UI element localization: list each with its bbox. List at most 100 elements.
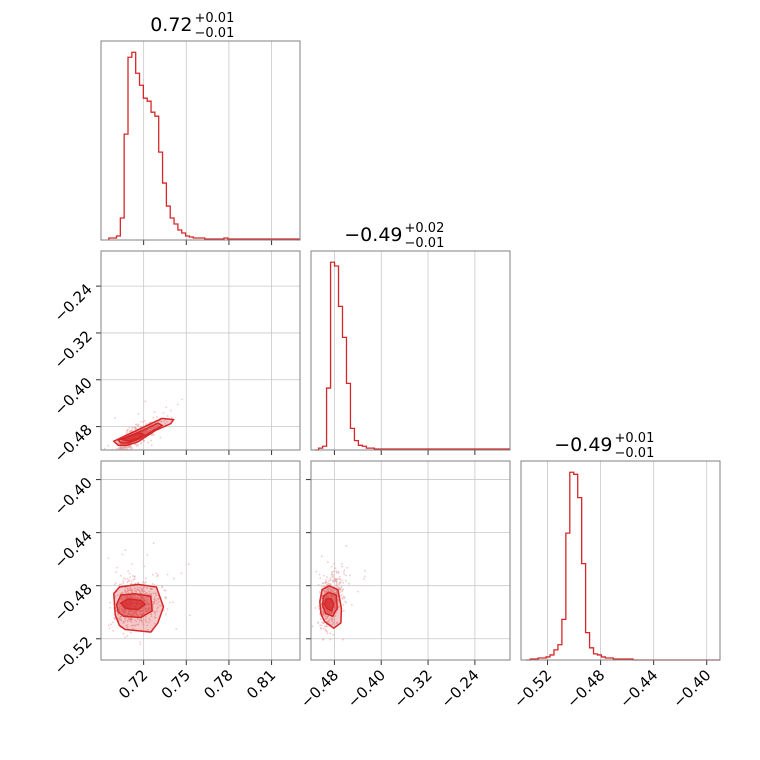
z-param-tick-label: −0.40 (669, 666, 714, 711)
scatter-point (149, 421, 152, 424)
scatter-point (126, 595, 129, 597)
scatter-point (117, 452, 119, 454)
scatter-point (153, 600, 156, 603)
scatter-point (137, 412, 140, 415)
y-tick-label: −0.48 (51, 421, 96, 466)
scatter-point (118, 442, 121, 445)
z-param-tick-label: −0.44 (616, 666, 661, 711)
scatter-point (152, 603, 155, 605)
z-tick-label: −0.40 (51, 474, 96, 519)
scatter-point (335, 570, 338, 573)
scatter-point (126, 431, 128, 434)
scatter-point (126, 626, 129, 629)
scatter-point (135, 445, 138, 447)
scatter-point (121, 597, 124, 600)
scatter-point (146, 553, 149, 556)
scatter-point (146, 587, 149, 590)
scatter-point (329, 618, 332, 621)
scatter-point (127, 445, 130, 448)
scatter-point (107, 557, 110, 560)
scatter-point (128, 580, 130, 583)
scatter-point (333, 563, 335, 565)
scatter-point (323, 625, 326, 627)
scatter-point (152, 573, 154, 576)
scatter-point (334, 567, 337, 570)
scatter-point (169, 601, 171, 604)
scatter-point (342, 609, 345, 612)
scatter-point (157, 601, 160, 603)
scatter-point (154, 610, 157, 613)
scatter-point (154, 616, 157, 619)
scatter-point (122, 608, 125, 611)
scatter-point (150, 615, 153, 618)
scatter-point (142, 599, 145, 602)
scatter-point (138, 619, 141, 622)
scatter-point (331, 581, 334, 583)
y-param-tick-label: −0.24 (437, 666, 482, 711)
scatter-point (334, 599, 336, 602)
scatter-point (318, 573, 321, 576)
scatter-point (141, 587, 143, 590)
scatter-point (130, 580, 133, 583)
scatter-point (146, 601, 149, 604)
scatter-point (112, 453, 114, 455)
scatter-point (341, 579, 343, 582)
scatter-point (129, 596, 132, 599)
scatter-point (118, 452, 120, 454)
scatter-point (175, 627, 178, 630)
scatter-point (152, 416, 155, 419)
scatter-point (329, 587, 331, 590)
scatter-point (144, 577, 147, 580)
scatter-point (121, 440, 124, 443)
scatter-point (115, 571, 117, 574)
scatter-point (121, 553, 124, 556)
scatter-point (338, 575, 341, 578)
scatter-point (125, 596, 128, 599)
scatter-point (326, 576, 328, 579)
scatter-point (129, 631, 132, 634)
scatter-point (133, 597, 136, 599)
scatter-point (326, 583, 329, 586)
scatter-point (126, 577, 129, 580)
scatter-point (144, 610, 147, 613)
scatter-point (139, 586, 142, 589)
scatter-point (117, 594, 119, 596)
scatter-point (141, 609, 144, 612)
scatter-point (122, 577, 125, 580)
scatter-point (314, 607, 317, 609)
scatter-point (132, 627, 135, 630)
scatter-point (133, 577, 136, 580)
scatter-point (136, 588, 139, 591)
scatter-point (143, 582, 146, 585)
scatter-point (123, 595, 126, 598)
scatter-point (334, 601, 336, 604)
scatter-point (107, 444, 110, 447)
scatter-point (124, 617, 126, 620)
scatter-point (145, 607, 148, 610)
scatter-point (128, 430, 131, 433)
contour-line-level-3 (120, 432, 146, 442)
contour-line-level-3 (119, 598, 147, 611)
scatter-point (129, 576, 131, 579)
scatter-point (132, 613, 135, 616)
scatter-point (325, 615, 328, 618)
scatter-point (150, 613, 152, 616)
scatter-point (348, 582, 350, 585)
scatter-point (165, 613, 167, 616)
scatter-point (363, 575, 366, 578)
scatter-point (153, 622, 156, 625)
scatter-point (126, 587, 129, 590)
scatter-point (137, 581, 140, 584)
scatter-point (120, 451, 122, 453)
scatter-point (343, 569, 346, 572)
y-axis-labels: −0.48−0.40−0.32−0.24−0.52−0.48−0.44−0.40 (51, 280, 96, 678)
scatter-point (333, 578, 335, 580)
scatter-point (146, 624, 149, 627)
scatter-point (133, 455, 135, 457)
scatter-point (319, 577, 322, 579)
scatter-point (128, 579, 130, 581)
scatter-point (147, 602, 150, 605)
scatter-point (153, 598, 156, 601)
scatter-point (156, 424, 159, 427)
scatter-point (130, 621, 133, 624)
